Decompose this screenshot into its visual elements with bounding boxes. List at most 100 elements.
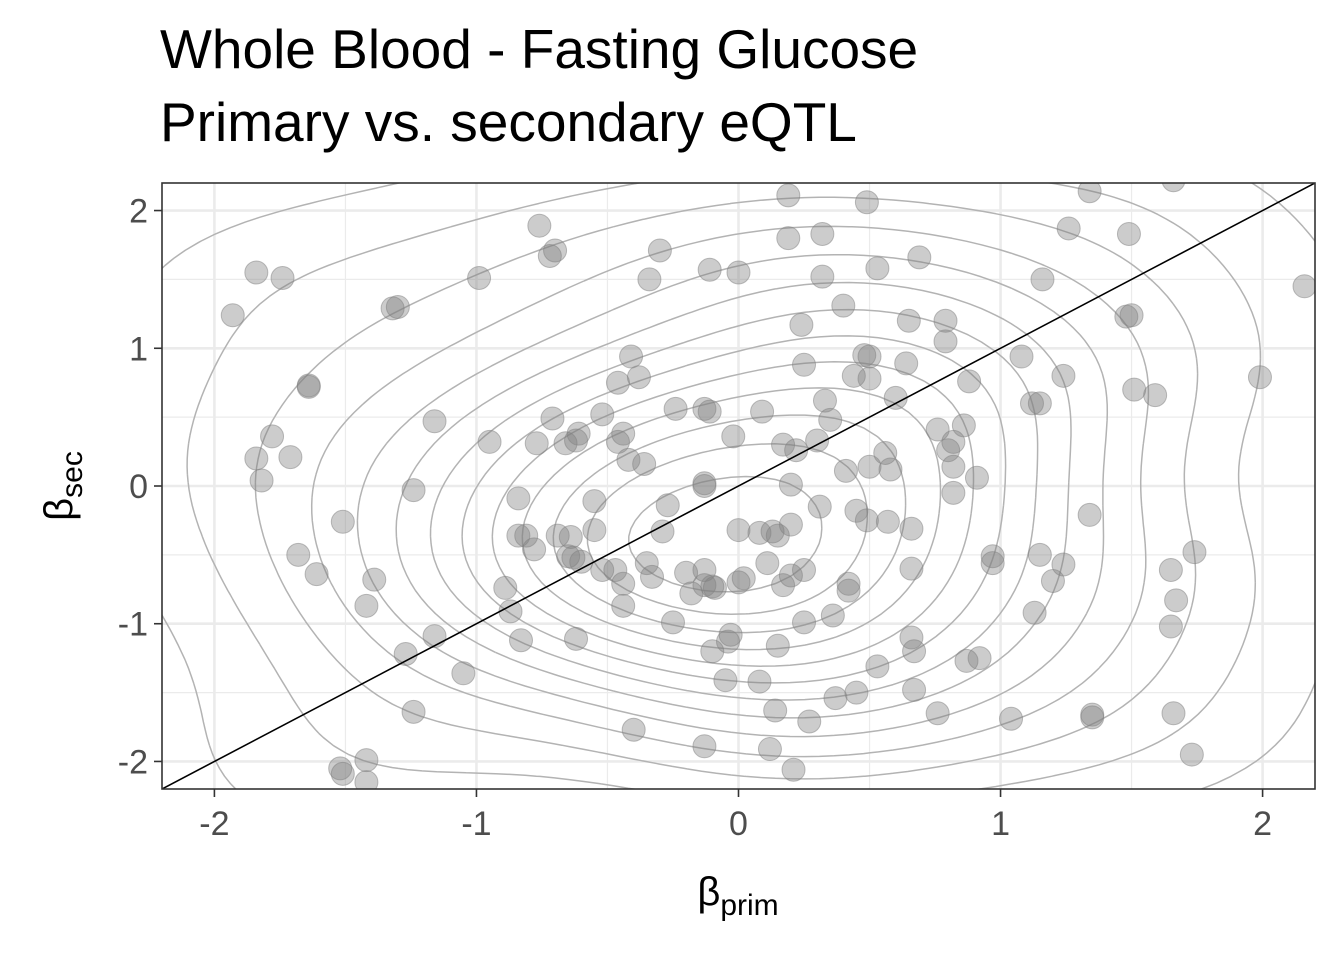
data-point (692, 474, 717, 498)
data-point (964, 465, 989, 490)
data-point (582, 518, 607, 543)
x-tick-label: -2 (199, 805, 229, 843)
data-point (1161, 183, 1186, 193)
data-point (980, 551, 1005, 576)
data-point (778, 563, 803, 588)
data-point (611, 593, 636, 618)
data-point (545, 523, 570, 548)
data-point (865, 654, 890, 679)
data-point (605, 370, 630, 395)
y-tick-label: 2 (129, 193, 148, 231)
data-point (506, 523, 531, 548)
data-point (569, 549, 594, 574)
data-point (304, 562, 329, 587)
data-point (980, 544, 1005, 569)
density-contour (429, 308, 1039, 701)
data-point (925, 701, 950, 726)
data-point (873, 440, 898, 465)
data-point (655, 493, 680, 518)
data-point (899, 516, 924, 541)
data-point (422, 409, 447, 434)
data-point (616, 447, 641, 472)
data-point (561, 545, 586, 570)
data-point (632, 451, 657, 476)
data-point (603, 558, 628, 583)
data-point (700, 574, 725, 599)
data-point (1158, 558, 1183, 583)
data-point (558, 524, 583, 549)
data-point (296, 374, 321, 399)
data-points (220, 183, 1315, 789)
data-point (875, 509, 900, 534)
data-point (330, 509, 355, 534)
data-point (1143, 383, 1168, 408)
density-contour (586, 443, 869, 615)
data-point (812, 388, 837, 413)
data-point (1161, 701, 1186, 726)
x-tick-label: 2 (1253, 805, 1272, 843)
data-point (833, 458, 858, 483)
data-point (1019, 391, 1044, 416)
data-point (564, 428, 589, 453)
data-point (765, 633, 790, 658)
x-tick-label: 0 (729, 805, 748, 843)
data-point (999, 706, 1024, 731)
data-point (1164, 588, 1189, 613)
data-point (697, 399, 722, 424)
y-axis-symbol: β (37, 498, 81, 521)
data-point (244, 260, 269, 285)
data-point (726, 518, 751, 543)
data-point (776, 183, 801, 208)
data-point (820, 603, 845, 628)
data-point (697, 257, 722, 282)
data-point (831, 293, 856, 318)
data-point (854, 508, 879, 533)
data-point (771, 573, 796, 598)
data-point (797, 709, 822, 734)
data-point (621, 717, 646, 742)
data-point (626, 365, 651, 390)
density-contour (552, 414, 907, 634)
x-axis-subscript: prim (720, 889, 778, 922)
data-point (637, 267, 662, 292)
data-point (522, 537, 547, 562)
data-point (857, 366, 882, 391)
data-point (823, 686, 848, 711)
data-point (220, 303, 245, 328)
data-point (755, 551, 780, 576)
data-point (1077, 183, 1102, 204)
data-point (354, 593, 379, 618)
data-point (692, 573, 717, 598)
data-point (702, 575, 727, 600)
data-point (1027, 391, 1052, 416)
data-point (747, 520, 772, 545)
chart-subtitle: Primary vs. secondary eQTL (160, 91, 857, 153)
x-tick-label: -1 (461, 805, 491, 843)
density-contour (254, 196, 1199, 780)
data-point (1158, 614, 1183, 639)
data-point (896, 308, 921, 333)
data-point (818, 407, 843, 432)
data-point (941, 454, 966, 479)
data-point (747, 669, 772, 694)
data-point (354, 748, 379, 773)
data-point (451, 661, 476, 686)
data-point (509, 628, 534, 653)
data-point (270, 266, 295, 291)
data-point (393, 642, 418, 667)
data-point (792, 352, 817, 377)
density-contour (491, 360, 975, 667)
data-point (286, 542, 311, 567)
data-point (564, 626, 589, 651)
data-point (844, 680, 869, 705)
data-point (278, 445, 303, 470)
data-point (506, 486, 531, 511)
data-point (1292, 274, 1315, 299)
data-point (354, 770, 379, 789)
data-point (493, 575, 518, 600)
data-point (498, 599, 523, 624)
data-point (776, 226, 801, 251)
x-tick-label: 1 (991, 805, 1010, 843)
data-point (1027, 542, 1052, 567)
